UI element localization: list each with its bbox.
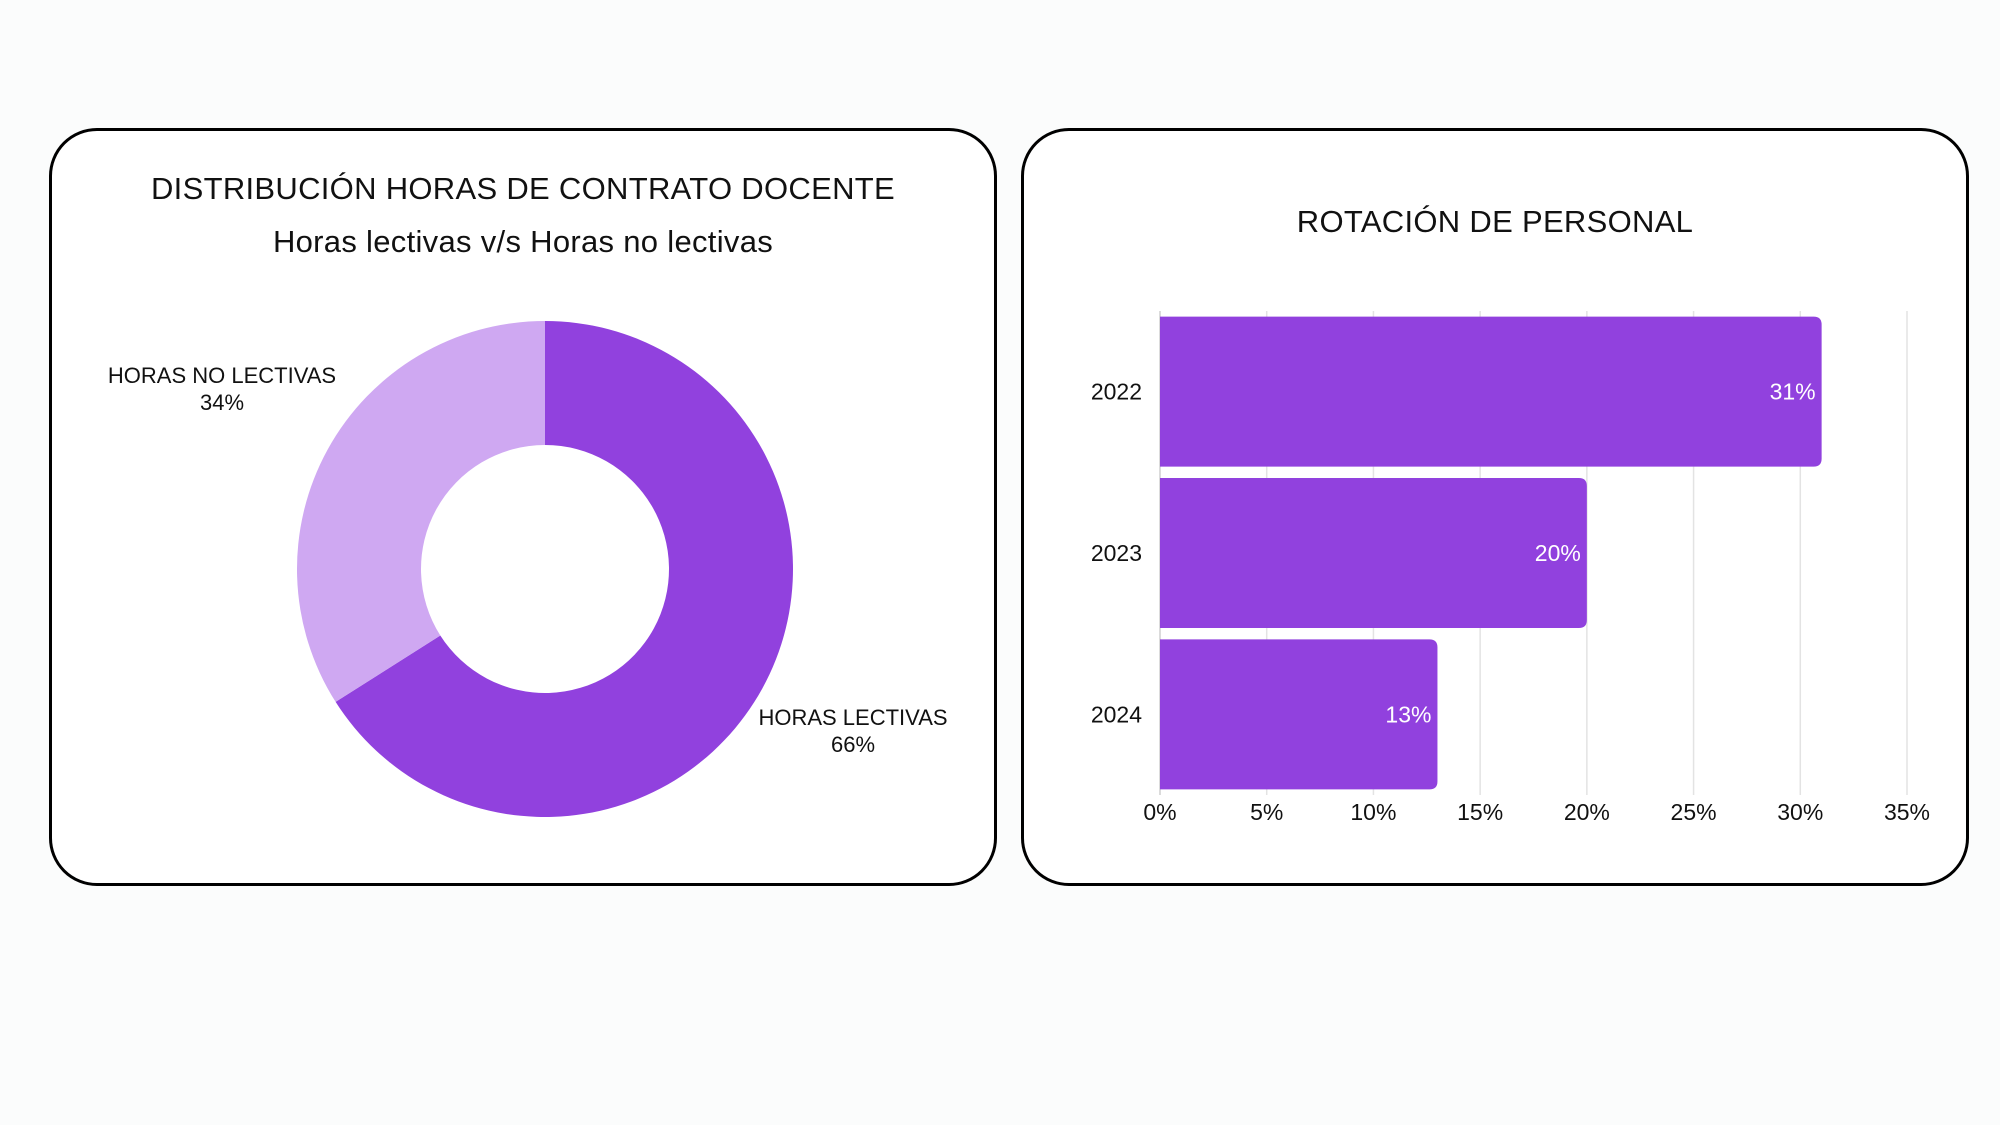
x-tick-label: 30%	[1777, 799, 1823, 825]
donut-chart-subtitle: Horas lectivas v/s Horas no lectivas	[272, 224, 774, 259]
bar-chart-card: ROTACIÓN DE PERSONAL 0% 5% 10% 15% 20% 25% 30%…	[1021, 128, 1969, 886]
x-tick-label: 5%	[1250, 799, 1283, 825]
donut-chart-title: DISTRIBUCIÓN HORAS DE CONTRATO DOCENTE	[151, 171, 895, 206]
donut-chart-card: DISTRIBUCIÓN HORAS DE CONTRATO DOCENTE H…	[49, 128, 997, 886]
y-category-label: 2023	[1091, 540, 1142, 566]
donut-slice-value-label: 66%	[831, 732, 875, 757]
x-tick-label: 25%	[1671, 799, 1717, 825]
bar-value-label: 13%	[1385, 701, 1431, 727]
x-tick-label: 35%	[1884, 799, 1930, 825]
donut-slice-horas-no-lectivas	[297, 321, 545, 702]
bar-2023	[1160, 478, 1587, 628]
donut-slice-label: HORAS LECTIVAS	[758, 705, 947, 730]
x-tick-label: 20%	[1564, 799, 1610, 825]
bar-chart: 0% 5% 10% 15% 20% 25% 30% 35% 31% 2022 20% 2023 13% 2…	[1091, 311, 1930, 825]
donut-slice-value-label: 34%	[200, 390, 244, 415]
donut-slice-horas-lectivas	[335, 321, 793, 817]
y-category-label: 2024	[1091, 701, 1142, 727]
x-tick-label: 0%	[1143, 799, 1176, 825]
bar-value-label: 31%	[1770, 379, 1816, 405]
bar-2022	[1160, 316, 1822, 467]
x-tick-label: 10%	[1350, 799, 1396, 825]
donut-slice-label: HORAS NO LECTIVAS	[108, 363, 336, 388]
y-category-label: 2022	[1091, 379, 1142, 405]
x-tick-label: 15%	[1457, 799, 1503, 825]
bar-2024	[1160, 639, 1438, 790]
bar-value-label: 20%	[1535, 540, 1581, 566]
bar-chart-title: ROTACIÓN DE PERSONAL	[1296, 204, 1694, 239]
